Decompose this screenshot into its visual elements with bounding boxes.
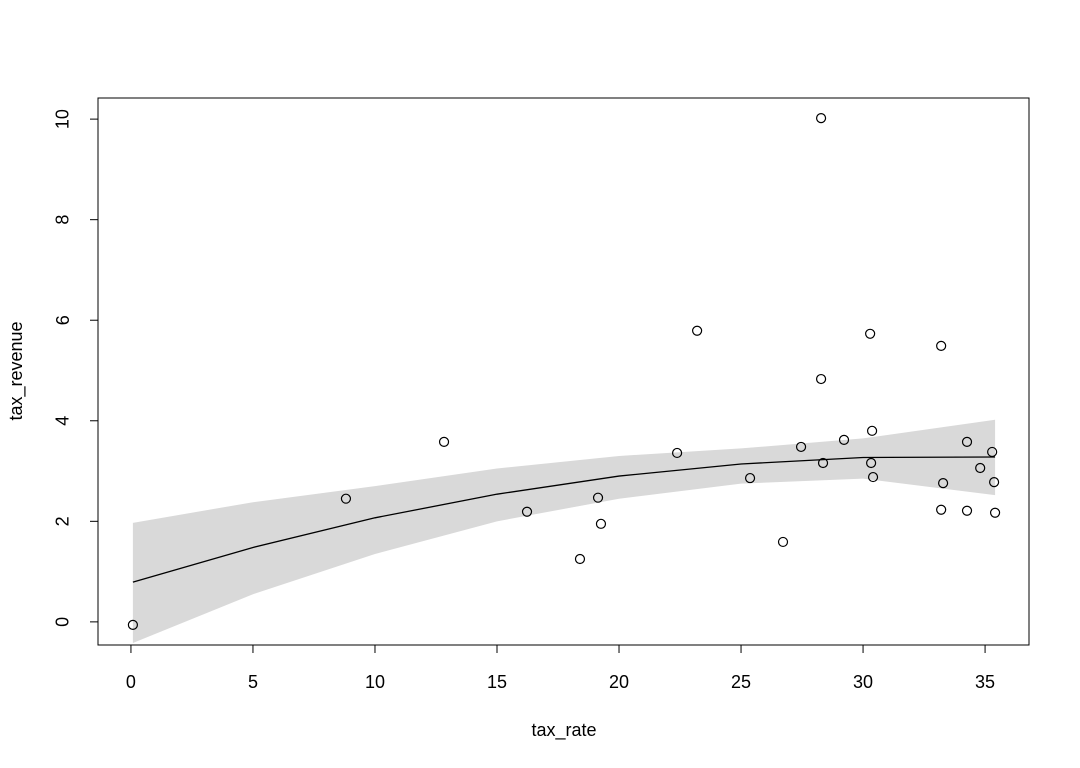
y-tick-label: 4 [53,416,73,426]
point [936,504,947,515]
x-tick-label: 35 [975,672,995,692]
point [937,478,949,489]
point [987,446,998,458]
x-tick-label: 25 [731,672,751,692]
point [866,457,877,469]
point [866,425,878,436]
point [595,518,607,529]
x-tick-label: 20 [609,672,629,692]
y-tick-label: 2 [53,516,73,526]
point [815,373,827,385]
point [574,553,586,565]
point [867,471,879,483]
point [438,436,450,447]
y-tick-label: 6 [53,315,73,325]
point [744,472,756,484]
point [989,507,1001,518]
point [671,447,683,459]
y-tick-label: 8 [53,215,73,225]
point [777,536,789,548]
point [521,506,533,517]
y-axis-title: tax_revenue [6,321,27,420]
point [936,340,947,351]
fit-line [132,456,996,583]
y-tick-label: 0 [53,617,73,627]
point [692,325,703,336]
point [817,457,829,469]
confidence-band [132,419,996,643]
x-axis-title: tax_rate [531,720,596,741]
point [989,477,1000,488]
y-tick-label: 10 [53,109,73,129]
point [127,619,138,630]
point [961,436,973,447]
point [975,462,986,474]
point [838,434,850,445]
point [795,441,807,453]
x-tick-label: 30 [853,672,873,692]
point [340,493,352,504]
point [815,113,827,124]
x-tick-label: 10 [365,672,385,692]
point [961,505,973,516]
x-tick-label: 0 [126,672,136,692]
x-tick-label: 15 [487,672,507,692]
point [865,328,876,339]
point [592,492,604,503]
x-tick-label: 5 [248,672,258,692]
